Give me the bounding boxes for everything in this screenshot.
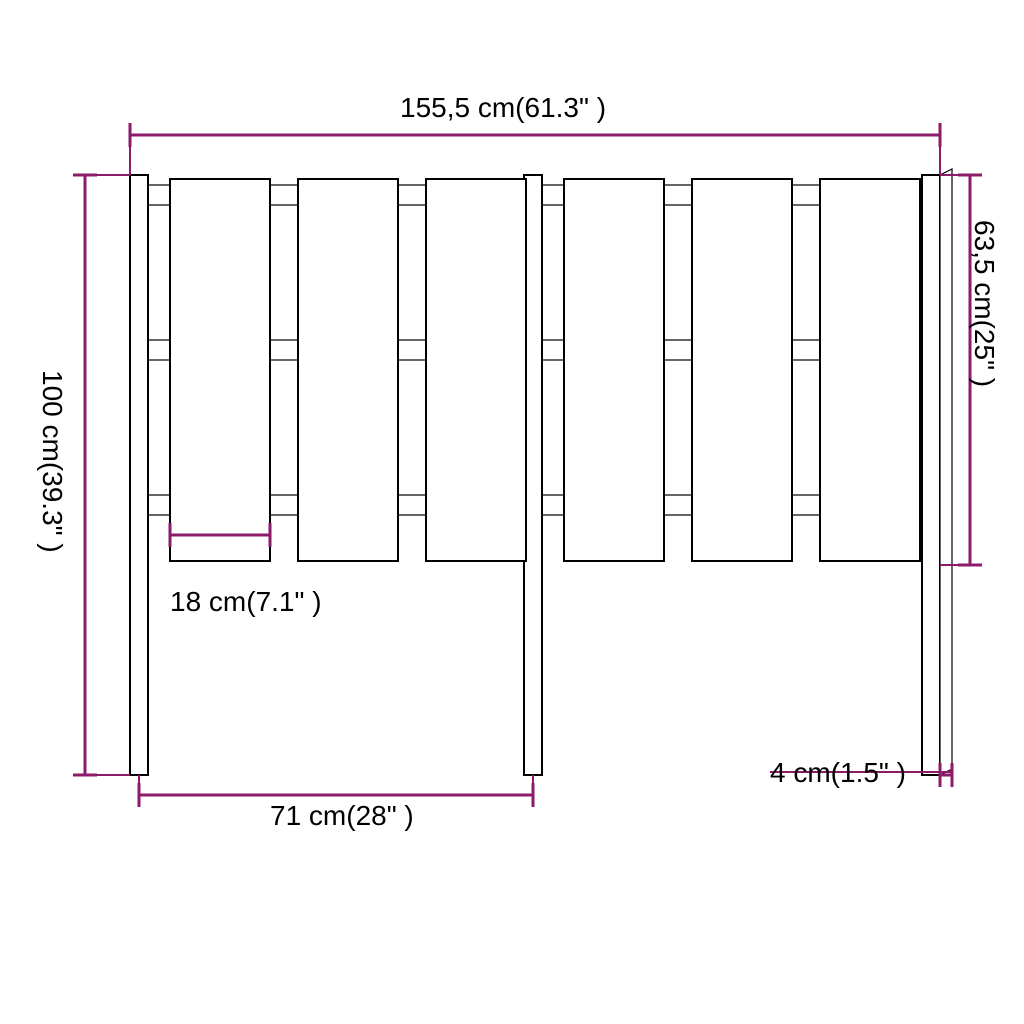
- dim-total-height-label: 100 cm(39.3" ): [36, 370, 68, 553]
- diagram-stage: 155,5 cm(61.3" ) 100 cm(39.3" ) 63,5 cm(…: [0, 0, 1024, 1024]
- dim-panel-height-label: 63,5 cm(25" ): [968, 220, 1000, 387]
- dim-leg-spacing-label: 71 cm(28" ): [270, 800, 414, 832]
- dim-depth-label: 4 cm(1.5" ): [770, 757, 906, 789]
- dim-slat-width-label: 18 cm(7.1" ): [170, 586, 322, 618]
- dim-total-width-label: 155,5 cm(61.3" ): [400, 92, 606, 124]
- technical-drawing: [0, 0, 1024, 1024]
